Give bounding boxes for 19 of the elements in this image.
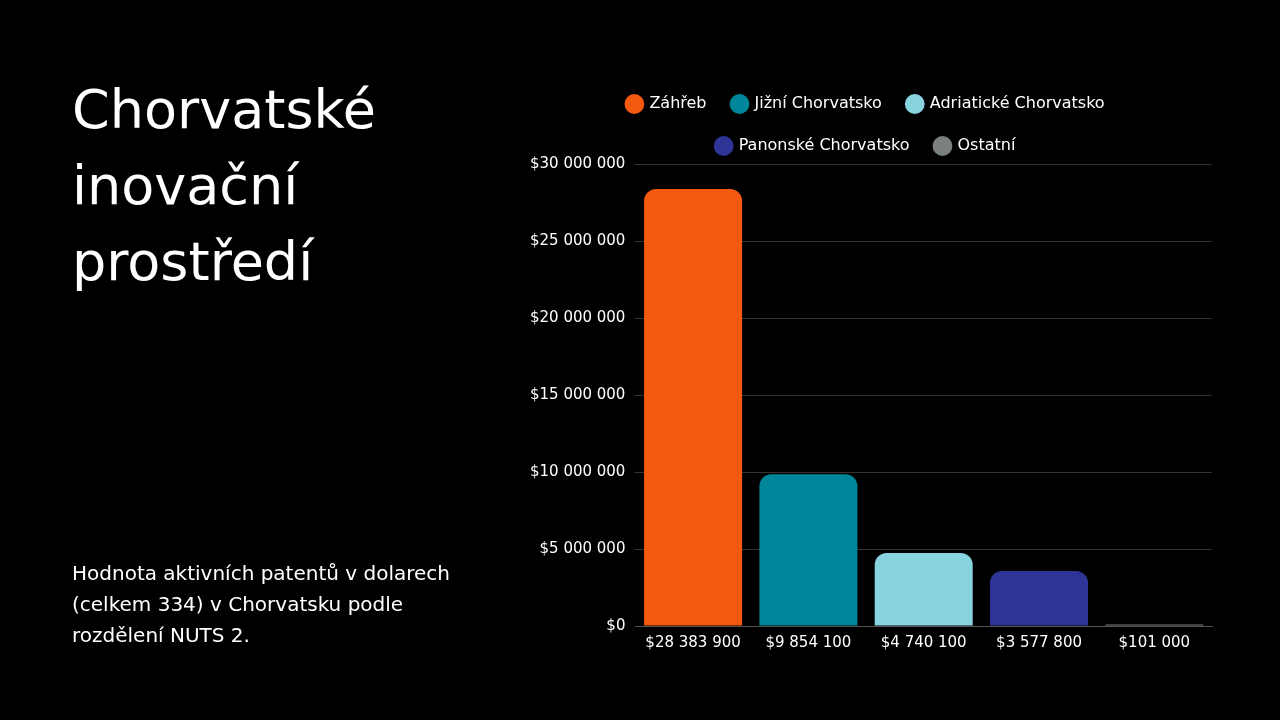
chart-title: Chorvatské inovační prostředí <box>72 77 378 295</box>
x-tick-label: $28 383 900 <box>645 632 741 651</box>
y-tick-label: $25 000 000 <box>529 230 626 249</box>
legend-label: Jižní Chorvatsko <box>753 93 882 113</box>
x-tick-label: $3 577 800 <box>996 632 1082 651</box>
x-tick-label: $101 000 <box>1118 632 1191 651</box>
legend-label: Adriatické Chorvatsko <box>929 93 1105 113</box>
legend-label: Záhřeb <box>649 93 707 113</box>
y-tick-label: $0 <box>606 615 626 634</box>
y-tick-label: $10 000 000 <box>529 461 626 480</box>
y-tick-label: $20 000 000 <box>529 307 626 326</box>
y-tick-label: $5 000 000 <box>539 538 626 557</box>
text: Hodnota aktivních patentů v dolarech (celkem 334) v Chorvatsku podle rozdělení NUTS 2. <box>72 560 452 649</box>
x-tick-label: $4 740 100 <box>880 632 967 651</box>
legend-label: Ostatní <box>957 135 1016 155</box>
y-tick-label: $15 000 000 <box>529 384 626 403</box>
y-tick-label: $30 000 000 <box>529 153 626 172</box>
legend-label: Panonské Chorvatsko <box>738 135 910 155</box>
x-tick-label: $9 854 100 <box>765 632 852 651</box>
